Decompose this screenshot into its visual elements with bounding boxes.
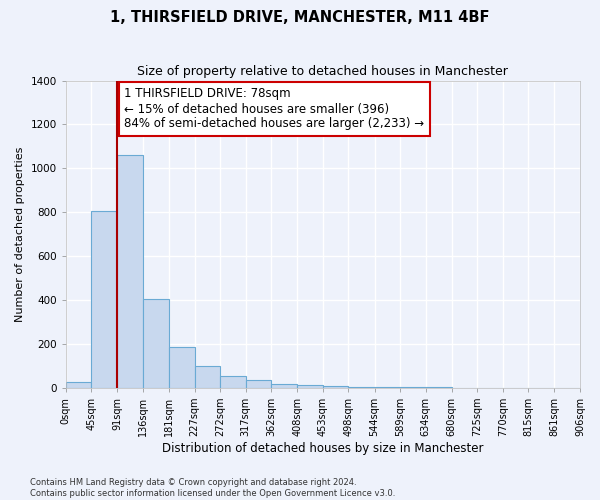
Bar xyxy=(220,376,246,388)
Bar xyxy=(118,155,143,388)
Bar xyxy=(323,386,349,388)
Text: 1, THIRSFIELD DRIVE, MANCHESTER, M11 4BF: 1, THIRSFIELD DRIVE, MANCHESTER, M11 4BF xyxy=(110,10,490,25)
Text: 1 THIRSFIELD DRIVE: 78sqm
← 15% of detached houses are smaller (396)
84% of semi: 1 THIRSFIELD DRIVE: 78sqm ← 15% of detac… xyxy=(124,88,425,130)
Bar xyxy=(349,387,374,388)
Bar xyxy=(91,211,118,388)
Bar xyxy=(66,382,91,388)
Bar xyxy=(271,384,298,388)
Bar xyxy=(194,366,220,388)
Bar xyxy=(246,380,271,388)
Title: Size of property relative to detached houses in Manchester: Size of property relative to detached ho… xyxy=(137,65,508,78)
Bar xyxy=(143,299,169,388)
Bar xyxy=(169,348,194,388)
X-axis label: Distribution of detached houses by size in Manchester: Distribution of detached houses by size … xyxy=(162,442,484,455)
Y-axis label: Number of detached properties: Number of detached properties xyxy=(15,146,25,322)
Text: Contains HM Land Registry data © Crown copyright and database right 2024.
Contai: Contains HM Land Registry data © Crown c… xyxy=(30,478,395,498)
Bar xyxy=(298,386,323,388)
